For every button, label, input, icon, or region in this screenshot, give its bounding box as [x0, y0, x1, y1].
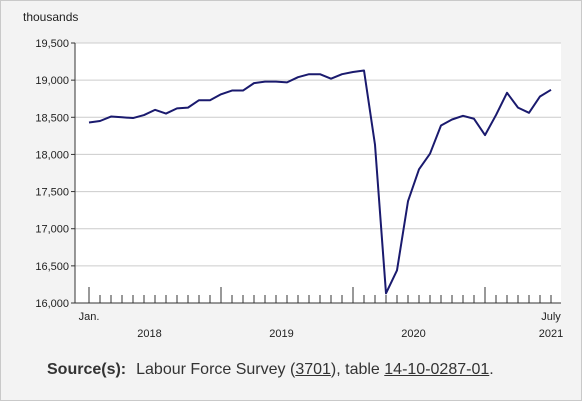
x-axis: Jan. July 2021 2018 2019 2020: [75, 287, 563, 340]
x-tick-label-last-year: 2021: [539, 328, 563, 340]
data-point: [462, 115, 464, 117]
data-point: [385, 292, 387, 294]
y-tick-label: 17,500: [35, 187, 69, 199]
y-tick-label: 18,000: [35, 149, 69, 161]
data-point: [297, 76, 299, 78]
y-axis-unit-label: thousands: [23, 10, 78, 24]
source-label: Source(s):: [47, 361, 127, 378]
data-point: [198, 99, 200, 101]
data-point: [396, 269, 398, 271]
data-point: [341, 73, 343, 75]
data-point: [253, 82, 255, 84]
y-tick-label: 19,000: [35, 75, 69, 87]
source-note: Source(s): Labour Force Survey (3701), ta…: [47, 361, 494, 379]
y-tick-label: 18,500: [35, 112, 69, 124]
data-point: [407, 200, 409, 202]
x-year-label: 2020: [401, 328, 425, 340]
data-point: [187, 106, 189, 108]
data-point: [473, 118, 475, 120]
line-chart: thousands 16,000 16,500 17,000 17,500 18,000…: [23, 10, 563, 340]
data-point: [506, 92, 508, 94]
plot-area: [75, 43, 561, 303]
x-tick-label-last: July: [541, 311, 561, 323]
data-point: [352, 71, 354, 73]
data-point: [231, 89, 233, 91]
y-tick-label: 16,500: [35, 261, 69, 273]
y-tick-label: 19,500: [35, 38, 69, 50]
data-point: [143, 114, 145, 116]
x-year-label: 2019: [269, 328, 293, 340]
data-point: [154, 109, 156, 111]
data-point: [330, 77, 332, 79]
series-group: [88, 69, 552, 295]
data-point: [176, 107, 178, 109]
series-line: [88, 69, 552, 295]
data-point: [275, 80, 277, 82]
y-tick-label: 17,000: [35, 224, 69, 236]
data-point: [242, 89, 244, 91]
data-point: [132, 117, 134, 119]
data-point: [418, 168, 420, 170]
data-point: [484, 134, 486, 136]
data-point: [165, 112, 167, 114]
data-point: [517, 106, 519, 108]
source-text-1: Labour Force Survey (: [136, 361, 296, 378]
data-point: [308, 73, 310, 75]
data-point: [539, 95, 541, 97]
data-point: [121, 116, 123, 118]
x-tick-label-first: Jan.: [79, 311, 100, 323]
y-tick-label: 16,000: [35, 298, 69, 310]
table-number-link[interactable]: 14-10-0287-01: [384, 361, 490, 378]
data-point: [220, 93, 222, 95]
data-point: [363, 69, 365, 71]
data-point: [528, 112, 530, 114]
survey-number-link[interactable]: 3701: [295, 361, 331, 378]
source-text-2: ), table: [330, 361, 385, 378]
source-text-3: .: [489, 361, 494, 378]
data-point: [209, 99, 211, 101]
data-point: [495, 114, 497, 116]
data-point: [451, 118, 453, 120]
data-point: [319, 73, 321, 75]
data-point: [99, 120, 101, 122]
data-point: [374, 144, 376, 146]
data-point: [440, 124, 442, 126]
x-year-label: 2018: [137, 328, 161, 340]
data-point: [286, 81, 288, 83]
data-point: [429, 152, 431, 154]
data-point: [264, 80, 266, 82]
data-point: [88, 121, 90, 123]
data-point: [550, 89, 552, 91]
y-axis: 16,000 16,500 17,000 17,500 18,000 18,500 19,0…: [35, 38, 561, 310]
data-point: [110, 115, 112, 117]
